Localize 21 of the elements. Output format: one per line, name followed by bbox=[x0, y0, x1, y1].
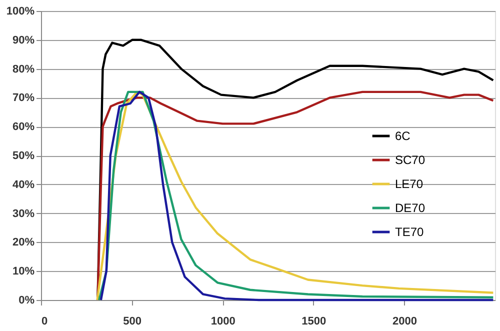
legend-label: 6C bbox=[395, 129, 411, 143]
x-tick-label: 500 bbox=[123, 316, 142, 328]
x-tick-label: 0 bbox=[42, 316, 48, 328]
y-tick-label: 10% bbox=[12, 266, 35, 278]
y-tick-label: 40% bbox=[12, 178, 35, 191]
y-tick-label: 0% bbox=[18, 294, 35, 306]
x-tick-label: 1000 bbox=[210, 316, 236, 328]
y-tick-label: 80% bbox=[12, 63, 35, 76]
y-tick-label: 100% bbox=[6, 6, 35, 18]
y-tick-label: 70% bbox=[12, 92, 35, 104]
y-tick-label: 20% bbox=[12, 236, 35, 249]
legend-label: SC70 bbox=[395, 153, 426, 167]
legend-label: TE70 bbox=[395, 225, 424, 239]
legend-label: LE70 bbox=[395, 177, 424, 191]
y-tick-label: 30% bbox=[12, 208, 35, 220]
y-tick-label: 60% bbox=[12, 121, 35, 134]
y-tick-label: 90% bbox=[12, 34, 35, 46]
x-tick-label: 1500 bbox=[302, 316, 326, 328]
x-tick-label: 2000 bbox=[392, 316, 417, 328]
legend-label: DE70 bbox=[395, 201, 426, 215]
y-tick-label: 50% bbox=[12, 150, 35, 162]
